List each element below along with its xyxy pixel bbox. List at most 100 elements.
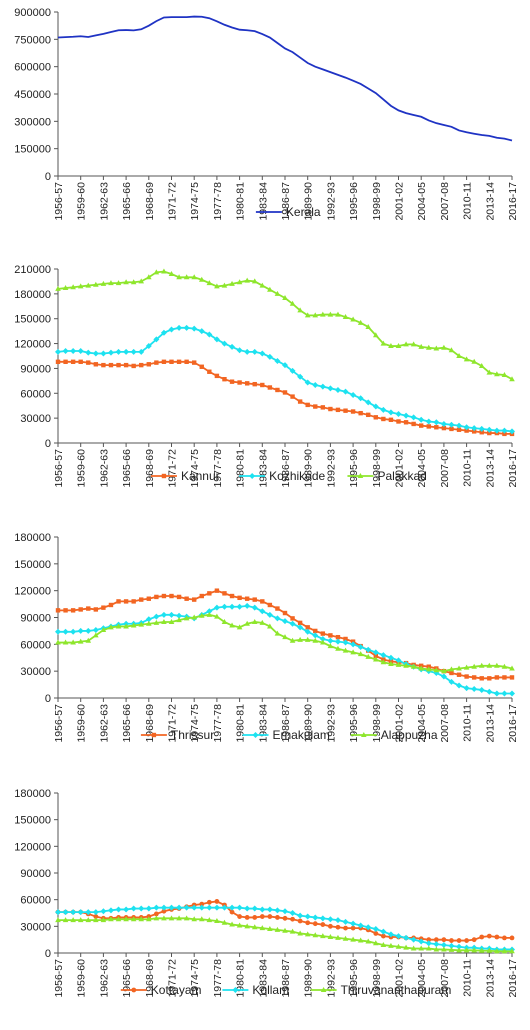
data-point (478, 362, 485, 368)
data-point (229, 622, 235, 628)
x-tick-label: 1983-84 (257, 449, 269, 488)
data-point (328, 923, 333, 929)
data-point (260, 382, 265, 388)
data-point (266, 906, 273, 913)
y-tick-label: 150000 (14, 815, 51, 827)
data-point (236, 904, 243, 911)
data-point (312, 921, 318, 927)
data-point (131, 363, 136, 369)
x-tick-label: 1992-93 (325, 704, 337, 743)
data-point (471, 937, 477, 943)
data-point (448, 946, 455, 952)
x-tick-label: 1971-72 (167, 449, 179, 488)
data-point (274, 907, 281, 914)
legend-marker (151, 732, 157, 738)
data-point (418, 938, 425, 945)
data-point (502, 675, 507, 680)
x-tick-label: 1974-75 (189, 959, 201, 998)
data-point (478, 662, 485, 668)
x-tick-label: 2007-08 (439, 959, 451, 998)
data-point (130, 905, 137, 912)
data-point (259, 906, 266, 913)
x-tick-label: 1992-93 (325, 959, 337, 998)
data-point (93, 917, 99, 923)
data-point (191, 614, 197, 620)
data-point (357, 937, 364, 943)
data-point (350, 316, 356, 322)
y-tick-label: 0 (45, 438, 51, 450)
data-point (101, 362, 106, 368)
data-point (77, 909, 84, 916)
data-point (282, 915, 288, 921)
data-point (138, 905, 145, 912)
data-point (312, 914, 319, 921)
data-point (184, 359, 189, 364)
x-tick-label: 1989-90 (303, 704, 315, 743)
data-point (471, 947, 477, 953)
data-point (479, 934, 485, 940)
data-point (448, 421, 455, 428)
data-point (380, 933, 386, 939)
data-point (267, 926, 273, 931)
x-tick-label: 2016-17 (507, 959, 519, 998)
data-point (221, 618, 228, 624)
data-point (312, 632, 319, 639)
data-point (380, 406, 387, 413)
data-point (138, 916, 145, 922)
data-point (334, 386, 341, 393)
chart-1: 0 150000 300000 450000 600000 750000 900000 195… (14, 7, 519, 221)
data-point (100, 280, 107, 286)
data-point (198, 612, 205, 618)
x-tick-label: 2016-17 (507, 704, 519, 743)
data-point (501, 427, 508, 434)
y-tick-label: 180000 (14, 532, 51, 544)
x-tick-label: 1962-63 (98, 704, 110, 743)
data-point (183, 274, 190, 280)
data-point (244, 915, 250, 920)
data-point (244, 381, 250, 386)
data-point (425, 418, 432, 425)
data-point (297, 624, 304, 631)
series-kozhikode (55, 324, 515, 435)
data-point (259, 619, 266, 625)
x-tick-label: 1971-72 (167, 959, 179, 998)
data-point (251, 924, 258, 930)
data-point (206, 608, 213, 615)
data-point (169, 359, 174, 364)
data-point (486, 662, 493, 668)
data-point (62, 348, 69, 355)
data-point (456, 938, 462, 943)
data-point (92, 627, 99, 634)
data-point (244, 620, 250, 626)
data-point (116, 362, 121, 368)
data-point (161, 908, 167, 914)
data-point (251, 604, 258, 611)
data-point (357, 319, 364, 325)
data-point (486, 688, 493, 695)
data-point (145, 343, 152, 350)
y-tick-label: 90000 (20, 363, 51, 375)
data-point (388, 343, 394, 349)
data-point (160, 611, 167, 618)
data-point (304, 312, 311, 318)
data-point (425, 940, 432, 947)
data-point (221, 603, 228, 610)
data-point (410, 414, 417, 421)
x-tick-label: 1977-78 (212, 704, 224, 743)
data-point (327, 916, 334, 923)
x-tick-label: 1959-60 (76, 959, 88, 998)
data-point (366, 412, 371, 418)
series-alappuzha (55, 611, 515, 674)
data-point (282, 618, 288, 625)
data-point (327, 643, 334, 649)
data-point (297, 930, 303, 936)
data-point (494, 934, 500, 940)
x-tick-label: 1968-69 (144, 959, 156, 998)
x-tick-label: 1956-57 (53, 959, 65, 998)
legend-label: Thrissur (171, 728, 214, 742)
data-point (486, 933, 492, 939)
data-point (77, 917, 84, 923)
data-point (357, 922, 364, 929)
data-point (396, 419, 401, 424)
